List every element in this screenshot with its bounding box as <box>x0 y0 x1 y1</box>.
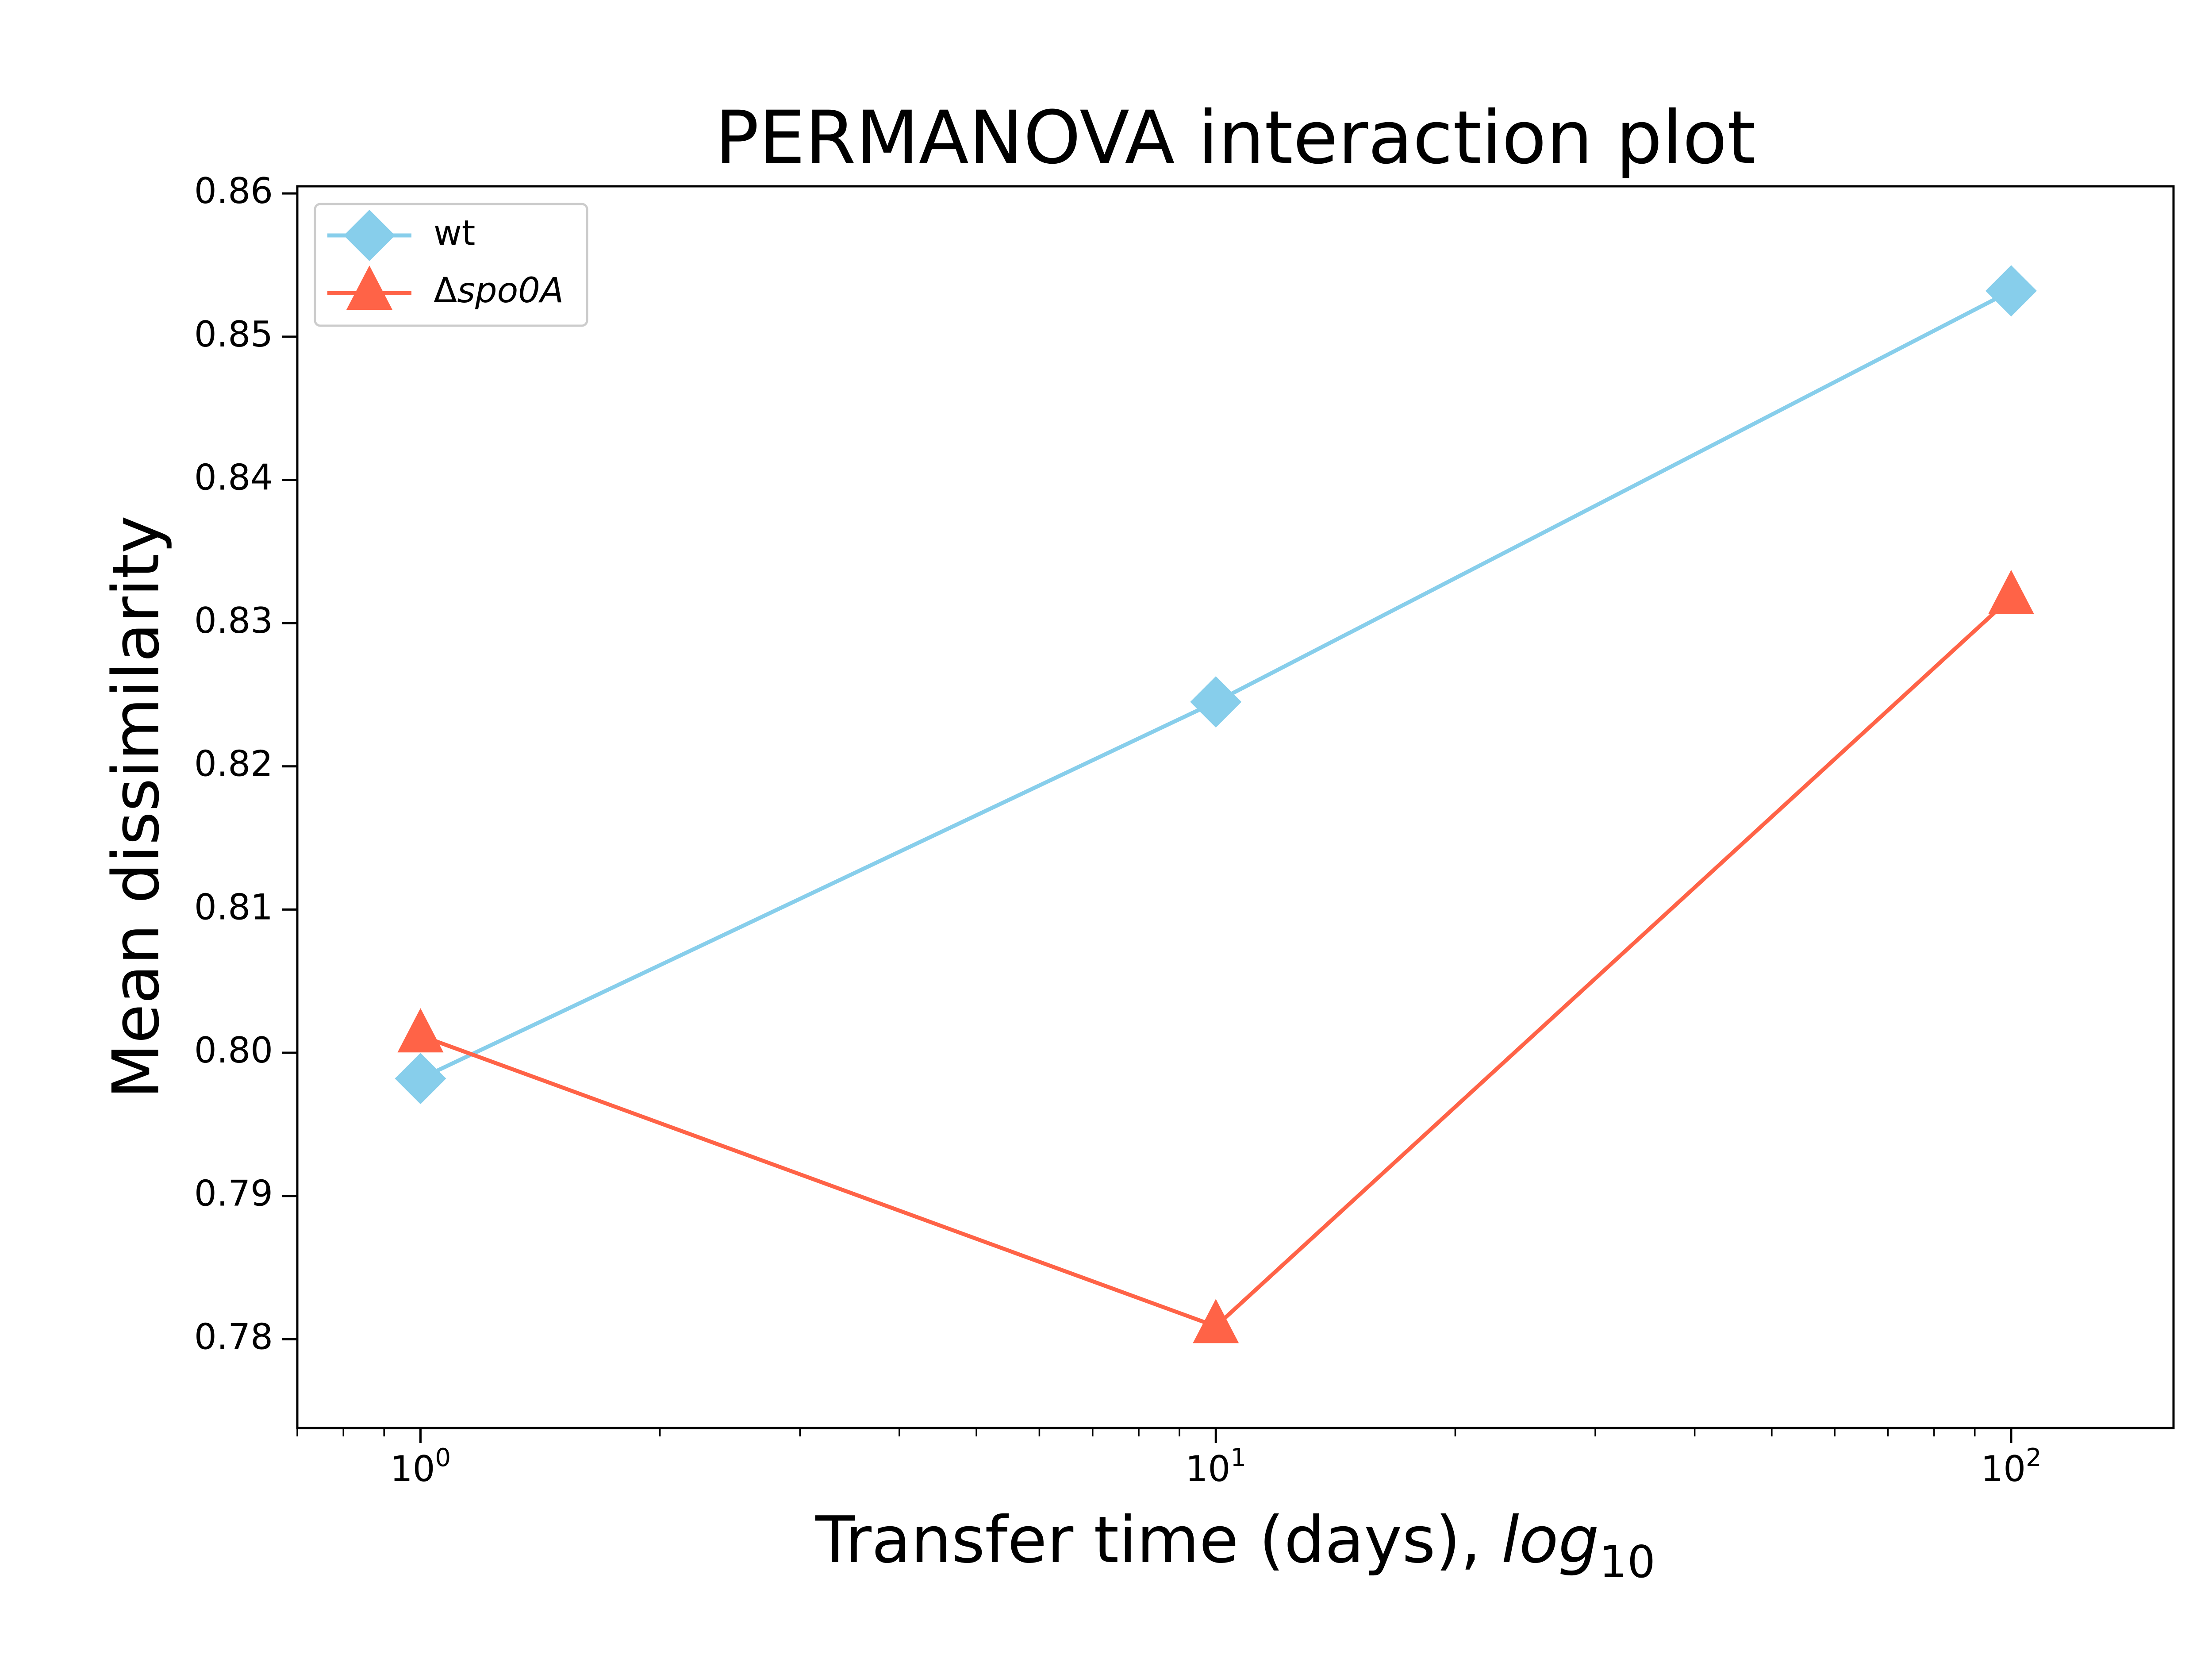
legend-marker <box>344 210 395 261</box>
plot-frame <box>296 185 2175 1429</box>
x-tick-base: 10 <box>1186 1448 1231 1490</box>
data-point-marker <box>397 1008 444 1053</box>
legend-label-prefix: Δ <box>434 271 457 311</box>
legend-label: wt <box>434 213 475 253</box>
legend: wt Δspo0A <box>314 203 588 327</box>
x-axis-label-log: log <box>1502 1503 1599 1578</box>
legend-label: Δspo0A <box>434 271 564 311</box>
legend-label-italic: spo0A <box>457 271 564 311</box>
data-point-marker <box>1193 1299 1239 1343</box>
y-tick-label: 0.79 <box>194 1173 273 1214</box>
legend-entry: wt <box>327 210 475 261</box>
x-tick-label: 100 <box>390 1443 451 1490</box>
y-tick-label: 0.86 <box>194 170 273 212</box>
x-tick-exponent: 2 <box>2026 1443 2042 1472</box>
x-tick-label: 101 <box>1186 1443 1246 1490</box>
data-point-marker <box>395 1053 446 1105</box>
y-tick-label: 0.78 <box>194 1316 273 1357</box>
x-axis-label-subscript: 10 <box>1599 1536 1655 1588</box>
y-tick-label: 0.81 <box>194 886 273 928</box>
y-tick-label: 0.80 <box>194 1030 273 1071</box>
chart-title: PERMANOVA interaction plot <box>715 95 1756 180</box>
data-point-marker <box>1988 570 2035 614</box>
y-tick-label: 0.85 <box>194 314 273 355</box>
series-diamond <box>395 265 2037 1105</box>
y-tick-label: 0.83 <box>194 600 273 641</box>
series-layer <box>395 265 2037 1343</box>
x-tick-label: 102 <box>1981 1443 2041 1490</box>
data-point-marker <box>1985 265 2037 317</box>
x-tick-exponent: 1 <box>1230 1443 1246 1472</box>
legend-entry: Δspo0A <box>327 266 564 311</box>
x-axis-label-text: Transfer time (days), <box>815 1503 1501 1578</box>
legend-marker <box>346 266 392 310</box>
x-tick-base: 10 <box>390 1448 435 1490</box>
y-tick-label: 0.84 <box>194 457 273 498</box>
x-axis-label: Transfer time (days), log10 <box>815 1503 1655 1588</box>
y-tick-label: 0.82 <box>194 743 273 785</box>
y-axis-label: Mean dissimilarity <box>99 516 174 1099</box>
x-tick-base: 10 <box>1981 1448 2026 1490</box>
data-point-marker <box>1190 676 1242 728</box>
series-triangle <box>397 570 2035 1343</box>
x-tick-exponent: 0 <box>435 1443 451 1472</box>
